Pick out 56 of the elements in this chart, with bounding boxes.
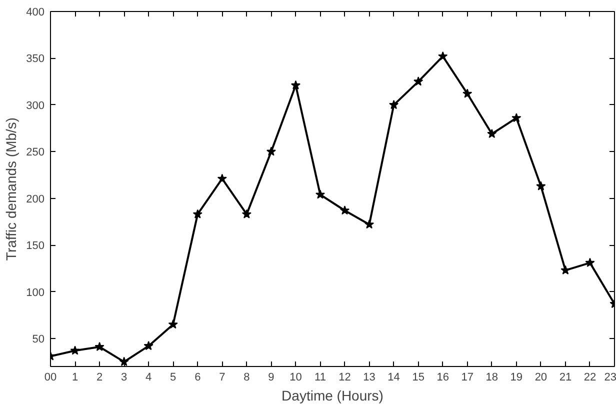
point — [192, 209, 202, 218]
x-tick-label: 4 — [146, 372, 152, 384]
y-tick-label: 50 — [32, 333, 45, 346]
x-tick-label: 15 — [412, 372, 424, 384]
x-tick-label: 6 — [194, 372, 201, 384]
x-tick-label: 13 — [363, 372, 376, 384]
point — [217, 174, 227, 183]
x-tick-label: 12 — [338, 372, 351, 384]
point — [536, 181, 546, 190]
point — [585, 258, 595, 267]
x-tick-label: 8 — [244, 372, 250, 384]
point — [94, 342, 104, 352]
point — [560, 265, 570, 274]
x-tick-label: 5 — [170, 372, 176, 384]
x-tick-label: 7 — [219, 372, 226, 384]
x-tick-label: 21 — [559, 372, 572, 384]
x-tick-label: 1 — [72, 372, 78, 384]
x-tick-label: 20 — [534, 372, 548, 384]
x-tick-label: 11 — [314, 372, 326, 384]
x-tick-label: 18 — [486, 372, 498, 384]
point — [168, 319, 178, 329]
point — [144, 340, 154, 350]
point — [438, 51, 448, 60]
y-tick-label: 200 — [26, 193, 45, 206]
y-tick-label: 150 — [26, 240, 45, 252]
point — [414, 76, 424, 86]
point — [315, 190, 326, 199]
x-tick-label: 9 — [268, 372, 274, 384]
y-tick-label: 400 — [26, 6, 45, 18]
y-tick-label: 300 — [26, 100, 45, 112]
point — [364, 220, 374, 229]
x-tick-label: 16 — [436, 372, 449, 384]
x-tick-label: 19 — [510, 372, 523, 384]
point — [462, 88, 472, 98]
x-tick-label: 3 — [121, 372, 128, 384]
point — [70, 346, 80, 355]
x-tick-label: 22 — [584, 372, 596, 384]
point — [290, 80, 300, 90]
x-tick-label: 2 — [96, 372, 103, 384]
y-tick-label: 100 — [26, 286, 45, 299]
x-axis-title: Daytime (Hours) — [282, 388, 384, 404]
point — [340, 205, 350, 215]
y-tick-label: 350 — [26, 53, 45, 66]
point — [242, 209, 252, 218]
point — [512, 113, 522, 122]
x-tick-label: 10 — [290, 372, 302, 384]
point — [266, 146, 276, 156]
point — [487, 128, 497, 138]
x-tick-label: 00 — [44, 372, 57, 384]
point — [119, 356, 129, 366]
x-tick-label: 23 — [604, 372, 616, 384]
x-tick-label: 14 — [388, 372, 400, 384]
point — [389, 100, 399, 110]
y-tick-label: 250 — [26, 146, 45, 159]
y-axis-title: Traffic demands (Mb/s) — [3, 117, 20, 261]
x-tick-label: 17 — [461, 372, 474, 384]
